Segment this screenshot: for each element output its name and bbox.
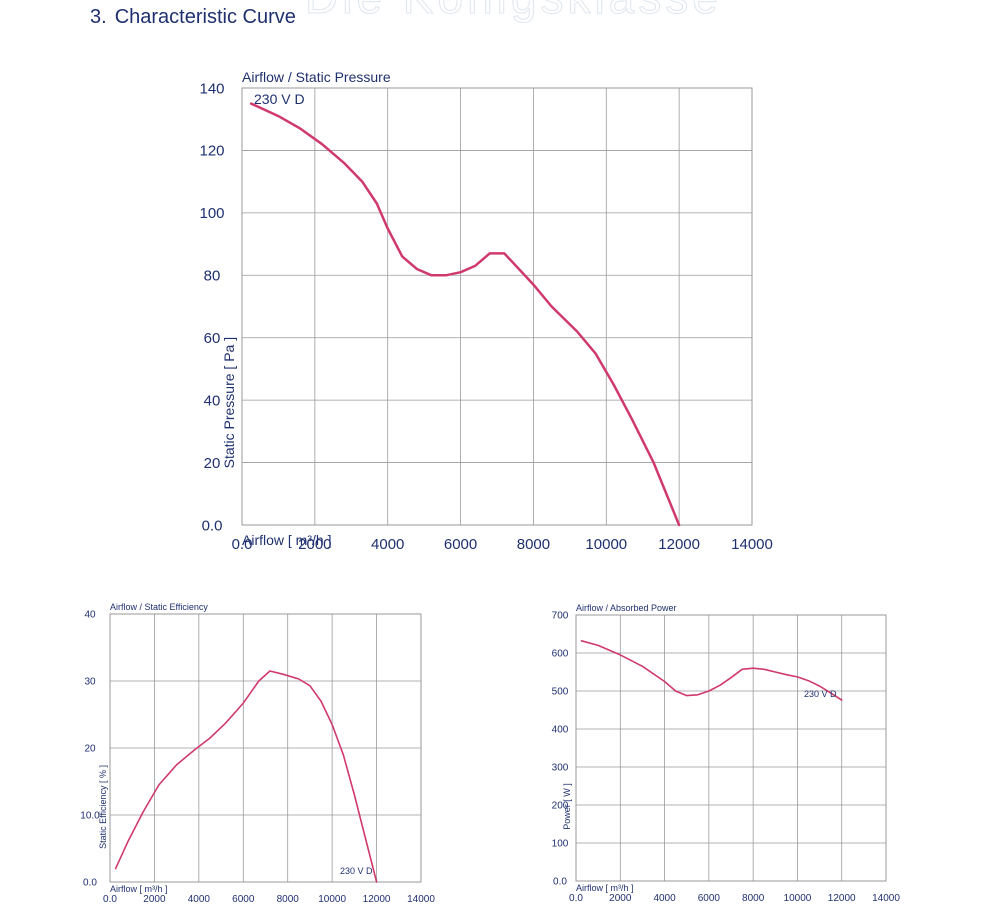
x-axis-label: Airflow [ m³/h ] (576, 883, 634, 893)
x-tick-label: 10000 (784, 893, 812, 904)
y-axis-label: Static Efficiency [ % ] (98, 765, 108, 849)
y-tick-label: 400 (552, 725, 569, 736)
chart-title: Airflow / Absorbed Power (576, 603, 677, 613)
y-tick-label: 60 (204, 330, 221, 347)
x-tick-label: 14000 (872, 893, 900, 904)
x-tick-label: 12000 (363, 894, 391, 905)
y-tick-label: 300 (552, 763, 569, 774)
series-line (249, 102, 681, 527)
series-label: 230 V D (340, 866, 373, 876)
chart-title: Airflow / Static Pressure (242, 69, 391, 85)
x-tick-label: 14000 (731, 536, 773, 553)
y-tick-label: 30 (84, 677, 96, 688)
y-tick-label: 100 (199, 205, 224, 222)
y-axis-label: Static Pressure [ Pa ] (221, 337, 237, 469)
y-tick-label: 500 (552, 687, 569, 698)
x-tick-label: 10000 (585, 536, 627, 553)
x-tick-label: 4000 (371, 536, 404, 553)
y-tick-label: 20 (204, 455, 221, 472)
x-tick-label: 6000 (698, 893, 721, 904)
x-tick-label: 10000 (318, 894, 346, 905)
y-tick-label: 700 (552, 611, 569, 622)
x-axis-label: Airflow [ m³/h ] (242, 532, 331, 548)
x-tick-label: 2000 (609, 893, 632, 904)
chart-title: Airflow / Static Efficiency (110, 602, 208, 612)
y-tick-label: 100 (552, 839, 569, 850)
y-tick-label: 0.0 (202, 517, 223, 534)
x-tick-label: 2000 (298, 536, 331, 553)
x-tick-label: 0.0 (232, 536, 253, 553)
section-title: Characteristic Curve (114, 6, 296, 28)
series-line (114, 670, 378, 883)
chart-efficiency: 0.0 2000 4000 6000 8000 10000 12000 14000 0.0 10.… (80, 602, 435, 905)
y-tick-label: 0.0 (553, 877, 567, 888)
y-tick-label: 40 (84, 610, 96, 621)
x-tick-label: 6000 (232, 894, 255, 905)
y-tick-label: 10.0 (80, 811, 100, 822)
series-label: 230 V D (254, 91, 305, 107)
x-tick-label: 2000 (143, 894, 166, 905)
x-tick-label: 8000 (517, 536, 550, 553)
section-heading: 3. Characteristic Curve (90, 6, 296, 29)
y-tick-label: 140 (199, 80, 224, 97)
series-label: 230 V D (804, 689, 837, 699)
x-tick-label: 0.0 (103, 894, 117, 905)
section-number: 3. (90, 6, 107, 28)
y-tick-label: 40 (204, 392, 221, 409)
x-tick-label: 12000 (658, 536, 700, 553)
chart-pressure: 0.0 2000 4000 6000 8000 10000 12000 14000 0.0 20 4… (199, 69, 772, 553)
y-tick-label: 20 (84, 744, 96, 755)
x-axis-label: Airflow [ m³/h ] (110, 884, 168, 894)
y-axis-label: Power [ W ] (562, 783, 572, 830)
chart-power: 0.0 2000 4000 6000 8000 10000 12000 14000 0.0 100… (552, 603, 901, 904)
x-tick-label: 12000 (828, 893, 856, 904)
brand-watermark: Die Königsklasse (305, 0, 722, 24)
y-tick-label: 600 (552, 649, 569, 660)
x-tick-label: 8000 (277, 894, 300, 905)
y-tick-label: 0.0 (83, 878, 97, 889)
y-tick-label: 80 (204, 268, 221, 285)
x-tick-label: 8000 (742, 893, 765, 904)
y-tick-label: 200 (552, 801, 569, 812)
x-tick-label: 14000 (407, 894, 435, 905)
plot-frame (241, 87, 753, 526)
x-tick-label: 0.0 (569, 893, 583, 904)
x-tick-label: 4000 (653, 893, 676, 904)
x-tick-label: 4000 (188, 894, 211, 905)
plot-frame (575, 614, 887, 882)
x-tick-label: 6000 (444, 536, 477, 553)
series-line (580, 639, 843, 701)
y-tick-label: 120 (199, 143, 224, 160)
